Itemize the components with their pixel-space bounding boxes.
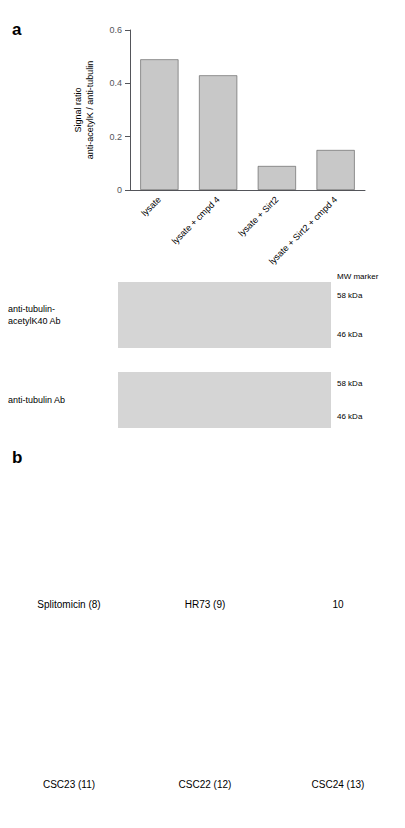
svg-text:0.2: 0.2 <box>109 132 122 142</box>
svg-text:lysate: lysate <box>139 194 163 218</box>
svg-text:58 kDa: 58 kDa <box>337 379 363 388</box>
svg-text:a: a <box>12 20 22 39</box>
svg-text:lysate + cmpd 4: lysate + cmpd 4 <box>170 194 222 246</box>
svg-text:46 kDa: 46 kDa <box>337 412 363 421</box>
svg-text:CSC22 (12): CSC22 (12) <box>179 779 232 790</box>
svg-text:Signal ratio: Signal ratio <box>73 87 83 132</box>
svg-text:anti-acetylK / anti-tubulin: anti-acetylK / anti-tubulin <box>85 61 95 160</box>
svg-text:lysate + Sirt2 + cmpd 4: lysate + Sirt2 + cmpd 4 <box>267 194 339 266</box>
svg-text:0.6: 0.6 <box>109 25 122 35</box>
svg-text:46 kDa: 46 kDa <box>337 330 363 339</box>
svg-text:b: b <box>12 448 22 467</box>
svg-text:anti-tubulin Ab: anti-tubulin Ab <box>8 395 65 405</box>
svg-text:58 kDa: 58 kDa <box>337 291 363 300</box>
svg-text:acetylK40 Ab: acetylK40 Ab <box>8 316 61 326</box>
svg-text:Splitomicin (8): Splitomicin (8) <box>37 599 100 610</box>
svg-text:CSC23 (11): CSC23 (11) <box>43 779 95 790</box>
svg-text:MW marker: MW marker <box>337 272 379 281</box>
svg-text:0: 0 <box>117 185 122 195</box>
svg-text:10: 10 <box>332 599 344 610</box>
svg-text:0.4: 0.4 <box>109 78 122 88</box>
svg-text:CSC24 (13): CSC24 (13) <box>312 779 365 790</box>
svg-text:HR73 (9): HR73 (9) <box>185 599 226 610</box>
svg-text:lysate + Sirt2: lysate + Sirt2 <box>236 194 280 238</box>
svg-text:anti-tubulin-: anti-tubulin- <box>8 304 55 314</box>
